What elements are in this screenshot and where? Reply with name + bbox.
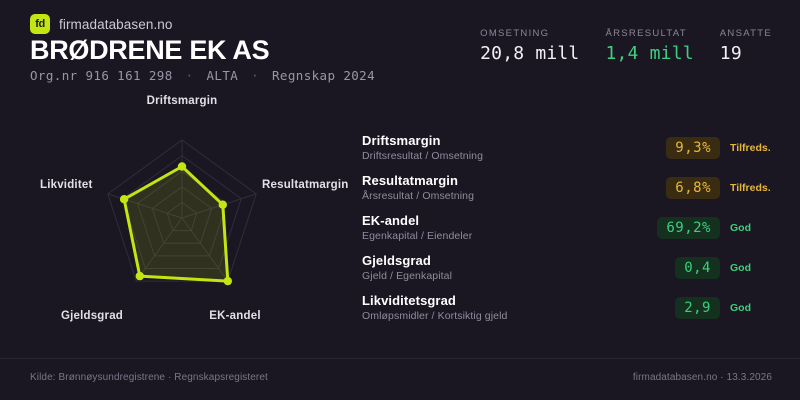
radar-series-points (119, 162, 232, 286)
metrics-list: Driftsmargin Driftsresultat / Omsetning … (362, 128, 780, 328)
page-title: BRØDRENE EK AS (30, 35, 270, 65)
metric-formula: Årsresultat / Omsetning (362, 189, 475, 202)
company-meta: Org.nr 916 161 298 · ALTA · Regnskap 202… (30, 68, 375, 83)
metric-value-badge: 6,8% (666, 177, 720, 199)
radar-data-point (119, 195, 129, 204)
radar-axis-spoke (135, 217, 183, 282)
metric-name: Driftsmargin (362, 132, 441, 148)
meta-separator-1: · (185, 68, 194, 83)
metric-text: Driftsmargin Driftsresultat / Omsetning (362, 133, 666, 164)
metric-formula: Driftsresultat / Omsetning (362, 149, 484, 162)
company-fiscal-year: Regnskap 2024 (272, 68, 376, 83)
metric-rating: God (730, 262, 751, 274)
site-name: firmadatabasen.no (59, 16, 173, 32)
axis-label-resultatmargin: Resultatmargin (262, 179, 349, 191)
stat-ansatte: ANSATTE 19 (720, 28, 772, 64)
metric-formula: Egenkapital / Eiendeler (362, 229, 473, 242)
radar-chart: Driftsmargin Resultatmargin EK-andel Gje… (0, 92, 352, 342)
page-footer: Kilde: Brønnøysundregistrene · Regnskaps… (0, 358, 800, 400)
company-orgnr: Org.nr 916 161 298 (30, 68, 173, 83)
radar-axis-spoke (181, 217, 229, 282)
metric-rating: God (730, 302, 751, 314)
radar-grid-ring (122, 154, 242, 269)
radar-grid (107, 139, 257, 282)
radar-series-area (122, 165, 230, 283)
radar-data-point (177, 162, 187, 171)
radar-grid-ring (151, 186, 213, 244)
stat-value: 1,4 mill (605, 43, 694, 64)
metric-value-badge: 0,4 (675, 257, 720, 279)
footer-divider (0, 358, 800, 359)
metric-value-badge: 9,3% (666, 137, 720, 159)
metric-text: Resultatmargin Årsresultat / Omsetning (362, 173, 666, 204)
firmadatabasen-logo-icon: fd (30, 14, 50, 34)
radar-chart-svg (107, 139, 257, 286)
radar-grid-ring (136, 170, 228, 257)
header-stats: OMSETNING 20,8 mill ÅRSRESULTAT 1,4 mill… (480, 28, 772, 64)
axis-label-likviditet: Likviditet (40, 179, 93, 191)
metric-row-ek-andel: EK-andel Egenkapital / Eiendeler 69,2% G… (362, 208, 780, 248)
metric-name: Gjeldsgrad (362, 252, 431, 268)
axis-label-gjeldsgrad: Gjeldsgrad (60, 310, 124, 322)
axis-label-driftsmargin: Driftsmargin (146, 95, 218, 107)
metric-rating: God (730, 222, 751, 234)
axis-label-ek-andel: EK-andel (209, 310, 261, 322)
metric-row-resultatmargin: Resultatmargin Årsresultat / Omsetning 6… (362, 168, 780, 208)
radar-data-point (223, 276, 232, 286)
stat-label: ANSATTE (719, 28, 772, 39)
metric-formula: Gjeld / Egenkapital (362, 269, 453, 282)
metric-name: Likviditetsgrad (362, 292, 456, 308)
radar-grid-ring (166, 201, 198, 232)
footer-attribution: firmadatabasen.no · 13.3.2026 (632, 372, 772, 383)
metric-row-gjeldsgrad: Gjeldsgrad Gjeld / Egenkapital 0,4 God (362, 248, 780, 288)
metric-name: Resultatmargin (362, 172, 459, 188)
metric-formula: Omløpsmidler / Kortsiktig gjeld (362, 309, 508, 322)
brand[interactable]: fd firmadatabasen.no (30, 14, 173, 34)
stat-omsetning: OMSETNING 20,8 mill (480, 28, 579, 64)
company-location: ALTA (206, 68, 239, 83)
metric-value-badge: 69,2% (657, 217, 720, 239)
meta-separator-2: · (251, 68, 260, 83)
metric-text: Gjeldsgrad Gjeld / Egenkapital (362, 253, 675, 284)
stat-value: 19 (719, 43, 742, 64)
radar-grid-ring (107, 139, 257, 282)
metric-name: EK-andel (362, 212, 420, 228)
metric-row-likviditetsgrad: Likviditetsgrad Omløpsmidler / Kortsikti… (362, 288, 780, 328)
stat-label: OMSETNING (480, 28, 550, 39)
radar-data-point (135, 271, 144, 281)
footer-source: Kilde: Brønnøysundregistrene · Regnskaps… (30, 372, 268, 383)
metric-value-badge: 2,9 (675, 297, 720, 319)
metric-rating: Tilfreds. (730, 182, 771, 194)
metric-text: EK-andel Egenkapital / Eiendeler (362, 213, 657, 244)
stat-value: 20,8 mill (480, 43, 580, 64)
stat-label: ÅRSRESULTAT (605, 28, 687, 39)
stat-arsresultat: ÅRSRESULTAT 1,4 mill (605, 28, 693, 64)
metric-rating: Tilfreds. (730, 142, 771, 154)
metric-row-driftsmargin: Driftsmargin Driftsresultat / Omsetning … (362, 128, 780, 168)
radar-data-point (218, 200, 227, 209)
metric-text: Likviditetsgrad Omløpsmidler / Kortsikti… (362, 293, 675, 324)
page-header: fd firmadatabasen.no BRØDRENE EK AS Org.… (0, 0, 800, 92)
